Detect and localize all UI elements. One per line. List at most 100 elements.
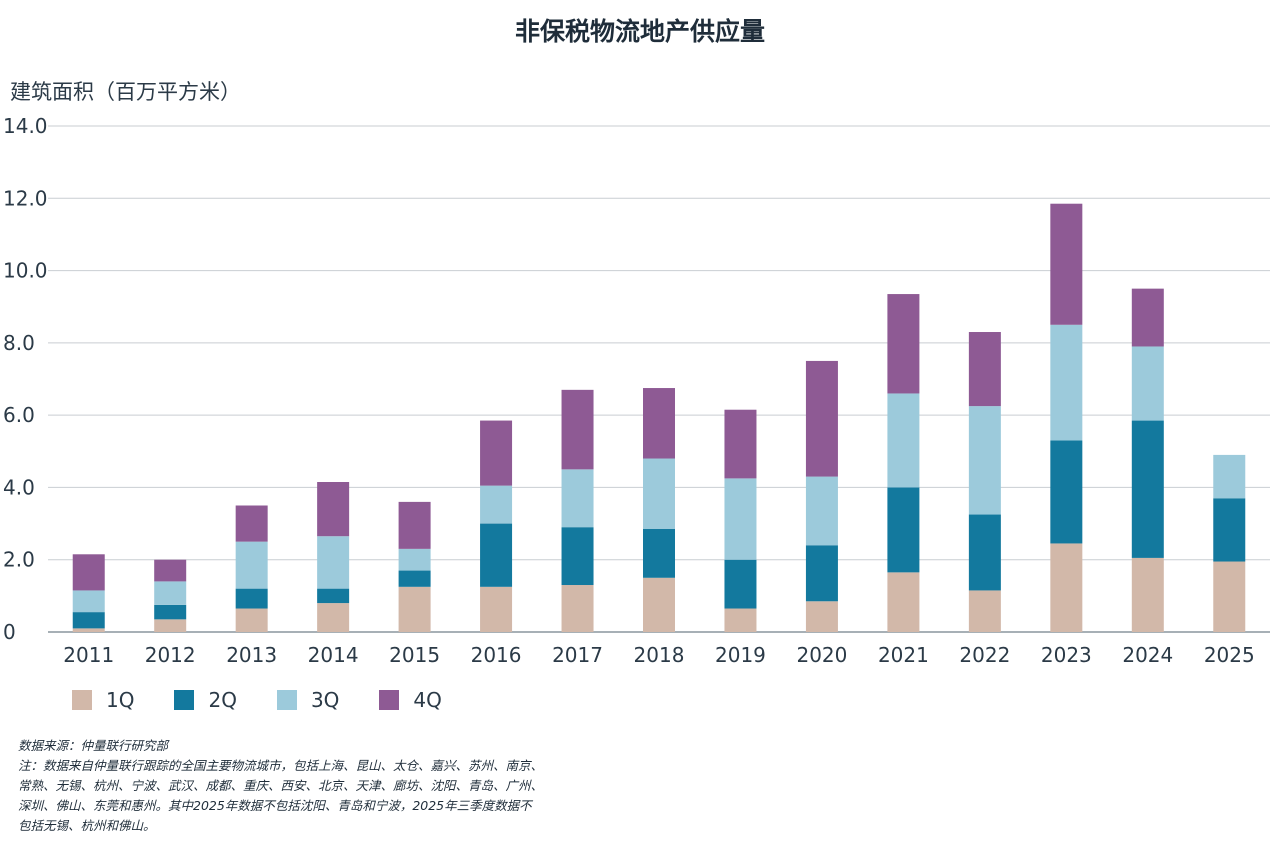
- bar-4q-2022: [968, 332, 1001, 407]
- legend-swatch-1q: [72, 690, 92, 710]
- x-tick-label: 2017: [552, 643, 603, 667]
- bar-3q-2022: [968, 406, 1001, 515]
- x-tick-label: 2014: [308, 643, 359, 667]
- bar-2q-2015: [398, 570, 431, 587]
- bar-4q-2024: [1131, 288, 1164, 347]
- bar-1q-2022: [968, 590, 1001, 632]
- x-tick-label: 2024: [1122, 643, 1173, 667]
- x-tick-label: 2020: [796, 643, 847, 667]
- bar-1q-2023: [1050, 543, 1083, 632]
- legend-swatch-2q: [174, 690, 195, 710]
- x-tick-label: 2022: [959, 643, 1010, 667]
- bar-1q-2025: [1213, 561, 1246, 632]
- bar-2q-2019: [724, 559, 757, 609]
- bar-1q-2018: [643, 577, 675, 632]
- y-axis-label: 建筑面积（百万平方米）: [10, 80, 241, 104]
- bar-4q-2016: [480, 420, 513, 486]
- legend-label-3q: 3Q: [310, 688, 340, 712]
- bar-3q-2015: [398, 548, 431, 571]
- bar-1q-2014: [317, 603, 350, 632]
- note-line: 常熟、无锡、杭州、宁波、武汉、成都、重庆、西安、北京、天津、廊坊、沈阳、青岛、广…: [18, 778, 544, 793]
- y-tick-label: 14.0: [3, 114, 48, 138]
- bar-3q-2012: [154, 581, 187, 605]
- bar-1q-2024: [1131, 557, 1164, 632]
- bar-2q-2022: [968, 514, 1001, 591]
- bar-1q-2016: [480, 586, 513, 632]
- bar-1q-2011: [72, 628, 105, 632]
- chart-title: 非保税物流地产供应量: [514, 17, 765, 46]
- x-tick-label: 2019: [715, 643, 766, 667]
- x-tick-label: 2015: [389, 643, 440, 667]
- x-tick-label: 2013: [226, 643, 277, 667]
- bar-4q-2018: [643, 388, 675, 459]
- bar-1q-2015: [398, 586, 431, 632]
- bar-4q-2013: [235, 505, 268, 542]
- x-tick-label: 2016: [471, 643, 522, 667]
- bar-3q-2011: [72, 590, 105, 613]
- bar-4q-2023: [1050, 203, 1083, 325]
- bar-1q-2021: [887, 572, 920, 632]
- bar-3q-2019: [724, 478, 757, 560]
- bar-2q-2012: [154, 604, 187, 620]
- note-line: 注：数据来自仲量联行跟踪的全国主要物流城市，包括上海、昆山、太仓、嘉兴、苏州、南…: [18, 758, 544, 773]
- note-line: 深圳、佛山、东莞和惠州。其中2025年数据不包括沈阳、青岛和宁波，2025年三季…: [18, 798, 532, 813]
- stacked-bar-chart: 0 2.0 4.0 6.0 8.0 10.0 12.0 14.0 2011 2012 2013 201…: [3, 114, 1270, 667]
- legend: 1Q 2Q 3Q 4Q: [72, 688, 482, 712]
- legend-item-3q: 3Q: [276, 688, 340, 712]
- bar-2q-2014: [317, 588, 350, 604]
- bar-4q-2021: [887, 294, 920, 394]
- legend-item-4q: 4Q: [379, 688, 442, 712]
- bar-4q-2019: [724, 409, 757, 479]
- bar-2q-2020: [805, 545, 838, 602]
- x-tick-label: 2025: [1204, 643, 1255, 667]
- source-note: 数据来源：仲量联行研究部: [18, 738, 169, 753]
- legend-item-1q: 1Q: [72, 688, 134, 712]
- bar-2q-2023: [1050, 440, 1083, 544]
- bar-1q-2017: [561, 585, 594, 632]
- legend-label-4q: 4Q: [413, 688, 442, 712]
- bar-1q-2013: [235, 608, 268, 632]
- y-tick-label: 8.0: [3, 331, 35, 355]
- bar-4q-2012: [154, 559, 187, 582]
- y-tick-label: 4.0: [3, 475, 35, 499]
- bar-3q-2014: [317, 536, 350, 589]
- y-tick-label: 2.0: [3, 548, 35, 572]
- bar-4q-2011: [72, 554, 105, 591]
- bar-3q-2021: [887, 393, 920, 488]
- bar-2q-2017: [561, 527, 594, 586]
- bar-1q-2020: [805, 601, 838, 632]
- bar-4q-2017: [561, 389, 594, 470]
- bar-2q-2024: [1131, 420, 1164, 558]
- bar-4q-2014: [317, 482, 350, 537]
- bar-3q-2023: [1050, 324, 1083, 441]
- bar-3q-2024: [1131, 346, 1164, 421]
- bar-1q-2012: [154, 619, 187, 632]
- y-tick-label: 6.0: [3, 403, 35, 427]
- bar-4q-2015: [398, 501, 431, 549]
- x-tick-label: 2021: [878, 643, 929, 667]
- bar-2q-2013: [235, 588, 268, 609]
- bar-2q-2025: [1213, 498, 1246, 562]
- x-tick-label: 2011: [63, 643, 114, 667]
- x-tick-label: 2023: [1041, 643, 1092, 667]
- note-line: 包括无锡、杭州和佛山。: [18, 818, 156, 833]
- bar-1q-2019: [724, 608, 757, 632]
- bar-4q-2020: [805, 360, 838, 477]
- bar-3q-2020: [805, 476, 838, 546]
- bar-2q-2011: [72, 612, 105, 629]
- bar-3q-2017: [561, 469, 594, 528]
- legend-label-1q: 1Q: [106, 688, 135, 712]
- bar-3q-2025: [1213, 454, 1246, 499]
- x-tick-label: 2018: [634, 643, 685, 667]
- bar-2q-2016: [480, 523, 513, 587]
- legend-item-2q: 2Q: [174, 688, 237, 712]
- y-tick-label: 0: [3, 620, 16, 644]
- legend-swatch-3q: [276, 690, 297, 710]
- y-tick-label: 12.0: [3, 186, 48, 210]
- chart-notes: 数据来源：仲量联行研究部 注：数据来自仲量联行跟踪的全国主要物流城市，包括上海、…: [18, 736, 618, 836]
- bar-3q-2018: [643, 458, 675, 529]
- y-tick-label: 10.0: [3, 259, 48, 283]
- bar-2q-2021: [887, 487, 920, 573]
- bar-2q-2018: [643, 528, 675, 578]
- x-tick-label: 2012: [145, 643, 196, 667]
